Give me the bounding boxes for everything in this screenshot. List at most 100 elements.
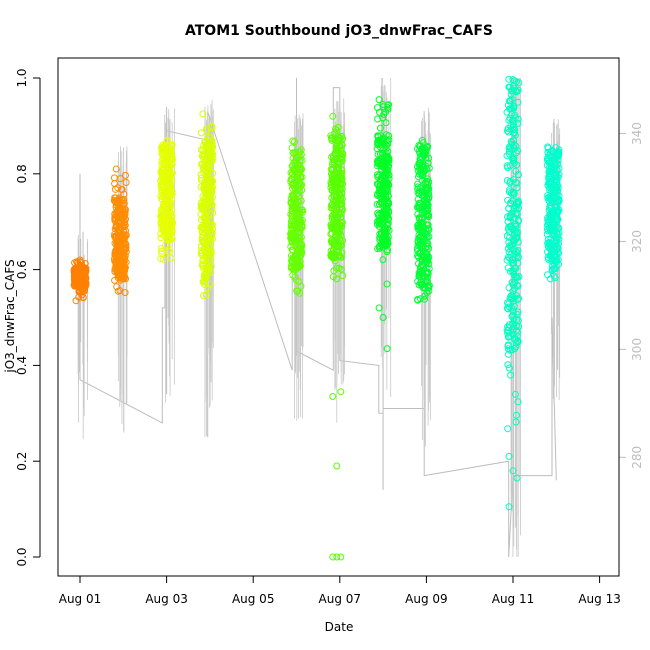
- data-point: [514, 147, 521, 155]
- data-point: [423, 184, 431, 192]
- data-point: [425, 164, 433, 172]
- data-point: [201, 242, 209, 250]
- data-point: [115, 217, 122, 225]
- data-point: [506, 186, 513, 194]
- data-point: [548, 167, 556, 175]
- data-point: [508, 279, 516, 286]
- data-point: [161, 205, 168, 213]
- data-point: [77, 276, 85, 284]
- data-point: [198, 261, 206, 269]
- data-point: [503, 108, 511, 116]
- data-point: [504, 425, 512, 433]
- data-point: [377, 132, 385, 140]
- data-point: [513, 88, 521, 96]
- data-point-outlier: [375, 96, 383, 104]
- data-point: [296, 180, 304, 188]
- data-point: [423, 273, 431, 281]
- data-point: [202, 291, 210, 299]
- data-point: [121, 215, 129, 223]
- data-point: [381, 201, 389, 209]
- data-point: [122, 231, 130, 239]
- data-point: [550, 272, 558, 280]
- data-point: [208, 201, 216, 209]
- data-point: [202, 208, 210, 216]
- data-point: [200, 223, 208, 231]
- altitude-trace: [77, 78, 561, 558]
- data-point: [121, 246, 129, 254]
- data-point: [544, 181, 552, 189]
- data-point: [209, 143, 217, 151]
- data-point: [330, 156, 338, 164]
- data-point: [289, 184, 296, 192]
- data-point: [118, 186, 126, 193]
- data-point: [197, 200, 205, 207]
- data-point: [547, 215, 555, 223]
- right-tick-label: 280: [630, 446, 644, 469]
- data-point: [505, 238, 513, 246]
- data-point: [115, 194, 123, 202]
- altitude-line: [79, 78, 557, 558]
- data-point: [165, 245, 173, 253]
- data-point-outlier: [379, 103, 387, 111]
- data-point: [544, 143, 552, 151]
- data-point: [206, 193, 214, 201]
- data-point: [158, 247, 166, 255]
- data-point: [374, 173, 382, 181]
- data-point: [198, 224, 206, 232]
- data-point: [507, 144, 515, 152]
- data-point: [292, 156, 300, 164]
- data-point: [112, 223, 120, 231]
- data-point: [504, 253, 512, 261]
- data-point: [122, 171, 129, 179]
- data-point: [160, 232, 168, 240]
- data-point: [162, 198, 170, 206]
- data-point: [166, 231, 174, 238]
- data-point: [380, 157, 388, 165]
- data-point: [374, 115, 381, 123]
- data-point: [298, 165, 306, 173]
- data-point-outlier: [333, 127, 341, 135]
- data-point: [163, 136, 171, 144]
- data-point: [549, 211, 556, 219]
- data-point: [552, 144, 560, 152]
- right-tick-label: 320: [630, 230, 644, 253]
- data-point: [199, 256, 207, 264]
- data-point: [202, 273, 210, 281]
- data-point: [298, 186, 306, 194]
- data-point-outlier: [505, 503, 513, 511]
- data-point: [545, 243, 552, 251]
- data-point: [329, 176, 337, 184]
- data-point: [379, 114, 387, 122]
- data-point: [507, 105, 515, 113]
- right-tick-label: 340: [630, 122, 644, 145]
- data-point: [424, 159, 432, 167]
- data-point: [160, 223, 168, 231]
- data-point: [294, 207, 302, 215]
- data-point: [327, 183, 335, 191]
- data-point: [507, 371, 515, 379]
- data-point: [159, 170, 167, 177]
- data-point-outlier: [199, 110, 207, 118]
- data-point: [515, 204, 522, 212]
- data-point: [205, 167, 213, 175]
- data-point: [508, 209, 516, 217]
- data-point: [201, 245, 208, 253]
- data-point-outlier: [329, 553, 337, 561]
- data-point: [330, 215, 338, 223]
- data-point: [415, 141, 423, 149]
- data-point: [112, 261, 120, 269]
- data-point: [550, 265, 558, 273]
- data-point: [328, 229, 336, 237]
- data-point: [205, 248, 213, 256]
- data-point: [202, 143, 210, 151]
- data-point: [295, 248, 303, 256]
- data-point: [332, 208, 340, 216]
- data-point: [544, 271, 551, 279]
- data-point: [423, 243, 431, 251]
- data-point: [555, 235, 563, 243]
- data-point: [513, 411, 520, 419]
- data-point: [200, 182, 208, 190]
- data-point: [289, 222, 297, 230]
- data-point: [203, 174, 211, 182]
